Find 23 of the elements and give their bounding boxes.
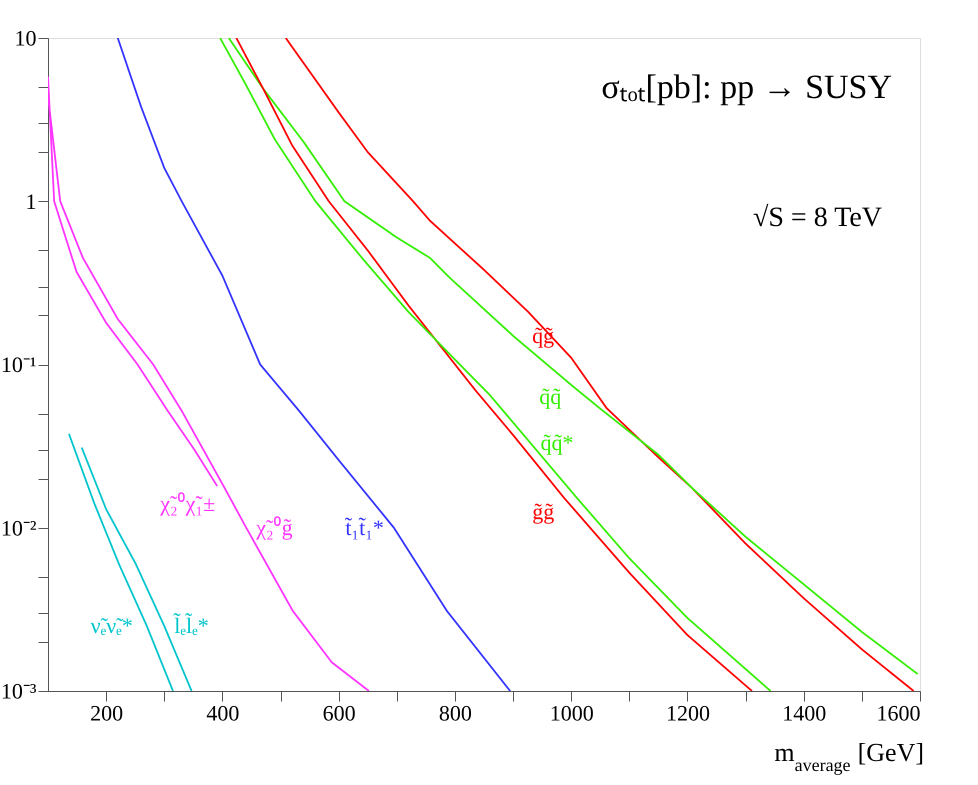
x-tick-label: 1400 — [782, 700, 826, 726]
text: σₜₒₜ[pb]: pp → SUSY — [601, 69, 892, 106]
y-tick-label: 10⁻¹ — [0, 352, 36, 377]
annotation: √S = 8 TeV — [752, 202, 882, 233]
y-tick-label: 1 — [26, 188, 36, 214]
y-tick-label: 10⁻³ — [0, 678, 37, 704]
x-tick-label: 800 — [438, 700, 472, 726]
series-label: q̃q̃ — [539, 384, 562, 409]
x-tick-label: 1200 — [666, 700, 710, 726]
x-tick-label: 1600 — [876, 700, 920, 726]
x-tick-label: 600 — [322, 700, 356, 726]
y-tick-label: 10⁻² — [0, 515, 37, 540]
series-label: ν̃ₑν̃ₑ* — [90, 613, 133, 638]
series-label: χ̃₂⁰g̃ — [255, 514, 293, 540]
series-label: χ̃₂⁰χ̃₁± — [159, 491, 216, 516]
series-label: l̃ₑl̃ₑ* — [173, 612, 209, 638]
series-label: q̃q̃* — [540, 430, 574, 456]
series-label: g̃g̃ — [532, 499, 554, 524]
series-label: t̃₁t̃₁* — [344, 514, 384, 540]
y-tick-label: 10 — [14, 26, 36, 50]
x-tick-label: 1000 — [550, 700, 594, 726]
x-tick-label: 400 — [206, 700, 240, 726]
x-tick-label: 200 — [90, 700, 124, 726]
